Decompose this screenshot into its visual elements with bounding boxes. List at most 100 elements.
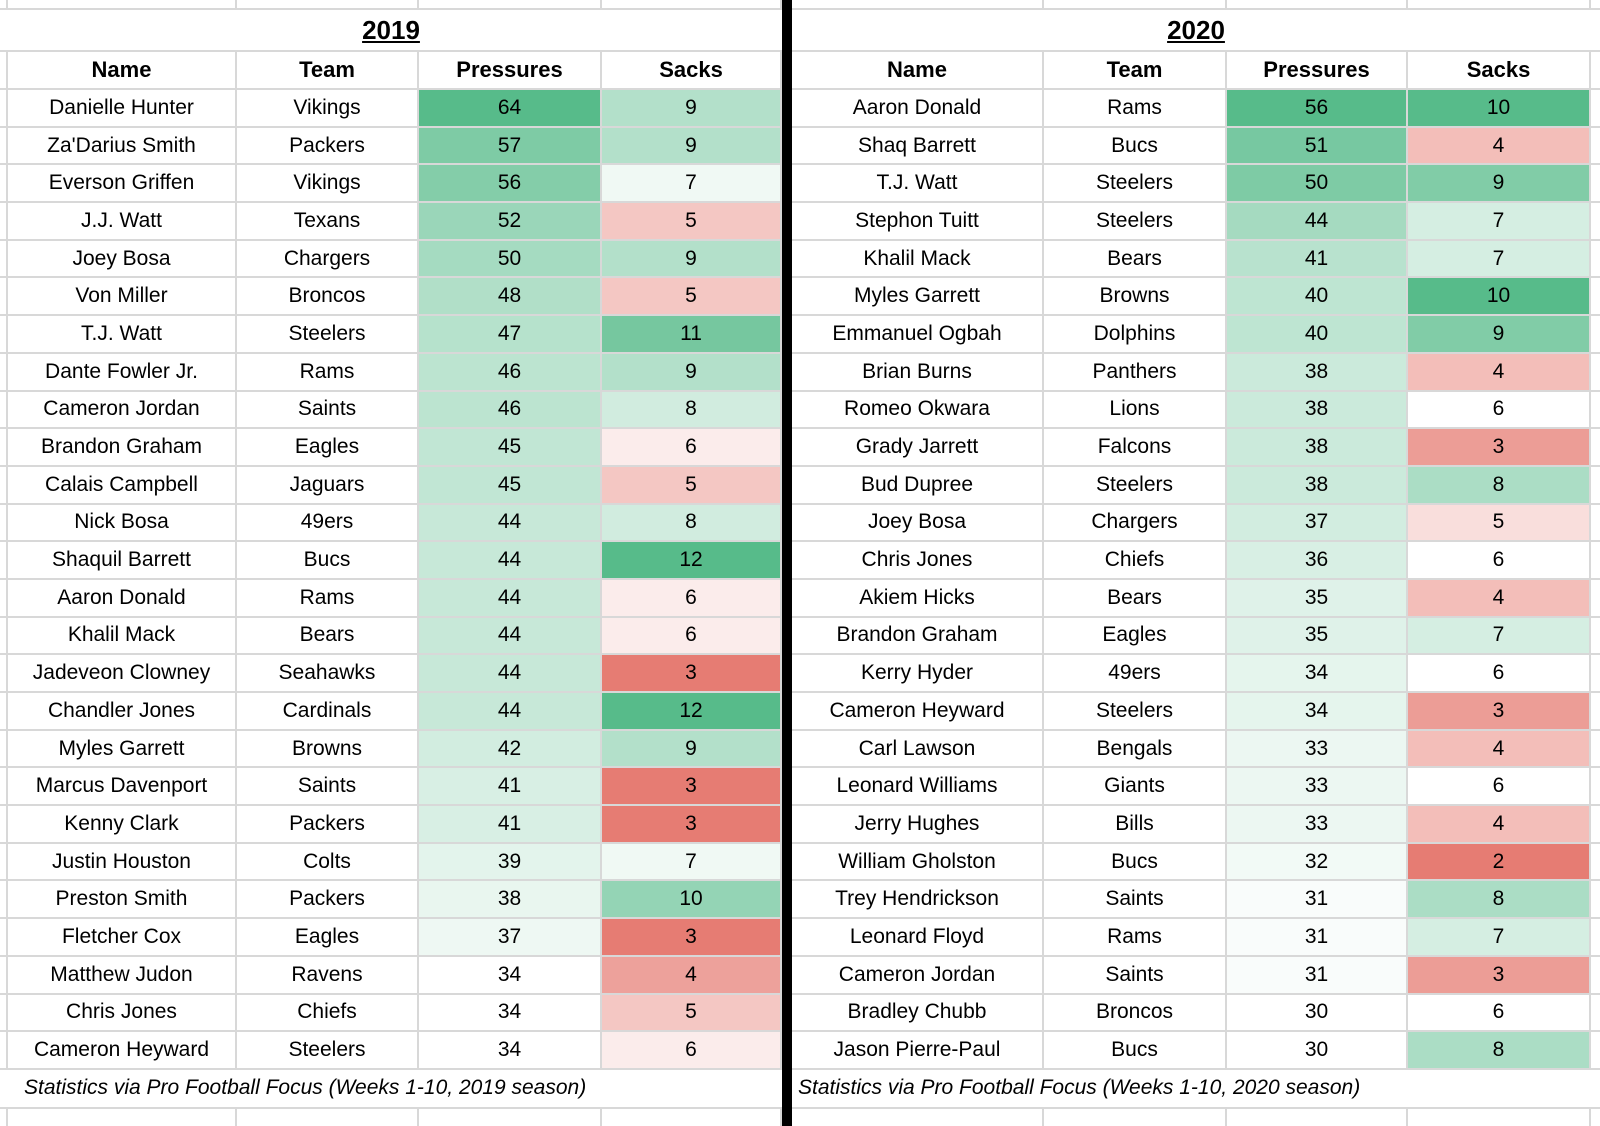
- cell-player-name[interactable]: Emmanuel Ogbah: [792, 316, 1044, 354]
- cell-pressures[interactable]: 64: [419, 90, 602, 128]
- cell-player-name[interactable]: Khalil Mack: [8, 617, 237, 656]
- cell-pressures[interactable]: 31: [1227, 919, 1408, 957]
- cell-player-name[interactable]: Aaron Donald: [792, 90, 1044, 128]
- cell-team[interactable]: Chiefs: [1044, 542, 1227, 580]
- cell-player-name[interactable]: Matthew Judon: [8, 956, 237, 995]
- cell-player-name[interactable]: Bud Dupree: [792, 466, 1044, 505]
- cell-player-name[interactable]: Za'Darius Smith: [8, 127, 237, 166]
- cell-team[interactable]: Saints: [1044, 956, 1227, 995]
- cell-pressures[interactable]: 48: [419, 278, 602, 317]
- cell-player-name[interactable]: Shaquil Barrett: [8, 542, 237, 580]
- cell-player-name[interactable]: Trey Hendrickson: [792, 881, 1044, 920]
- cell-pressures[interactable]: 38: [419, 881, 602, 920]
- cell-player-name[interactable]: Myles Garrett: [8, 730, 237, 769]
- cell-pressures[interactable]: 38: [1227, 353, 1408, 392]
- cell-player-name[interactable]: Brandon Graham: [8, 429, 237, 467]
- cell-player-name[interactable]: Von Miller: [8, 278, 237, 317]
- cell-pressures[interactable]: 50: [419, 240, 602, 279]
- cell-team[interactable]: Packers: [237, 806, 419, 844]
- cell-player-name[interactable]: Jerry Hughes: [792, 806, 1044, 844]
- cell-player-name[interactable]: Jadeveon Clowney: [8, 655, 237, 693]
- cell-pressures[interactable]: 34: [419, 1032, 602, 1070]
- cell-team[interactable]: Packers: [237, 881, 419, 920]
- cell-sacks[interactable]: 6: [1408, 391, 1591, 430]
- cell-pressures[interactable]: 36: [1227, 542, 1408, 580]
- cell-sacks[interactable]: 7: [1408, 240, 1591, 279]
- cell-sacks[interactable]: 8: [1408, 881, 1591, 920]
- cell-team[interactable]: Vikings: [237, 90, 419, 128]
- column-header-pressures[interactable]: Pressures: [419, 52, 602, 90]
- cell-player-name[interactable]: Joey Bosa: [792, 504, 1044, 543]
- cell-sacks[interactable]: 9: [602, 127, 782, 166]
- cell-sacks[interactable]: 6: [602, 617, 782, 656]
- cell-pressures[interactable]: 35: [1227, 617, 1408, 656]
- cell-player-name[interactable]: Chris Jones: [8, 994, 237, 1033]
- column-header-team[interactable]: Team: [1044, 52, 1227, 90]
- cell-sacks[interactable]: 4: [602, 956, 782, 995]
- cell-team[interactable]: 49ers: [237, 504, 419, 543]
- cell-pressures[interactable]: 44: [419, 693, 602, 731]
- cell-team[interactable]: Rams: [237, 353, 419, 392]
- cell-sacks[interactable]: 4: [1408, 806, 1591, 844]
- cell-team[interactable]: Steelers: [1044, 165, 1227, 204]
- cell-team[interactable]: 49ers: [1044, 655, 1227, 693]
- cell-pressures[interactable]: 42: [419, 730, 602, 769]
- cell-player-name[interactable]: Myles Garrett: [792, 278, 1044, 317]
- cell-sacks[interactable]: 11: [602, 316, 782, 354]
- cell-team[interactable]: Chargers: [237, 240, 419, 279]
- cell-pressures[interactable]: 40: [1227, 278, 1408, 317]
- cell-player-name[interactable]: Fletcher Cox: [8, 919, 237, 957]
- cell-pressures[interactable]: 52: [419, 203, 602, 241]
- cell-pressures[interactable]: 38: [1227, 391, 1408, 430]
- cell-team[interactable]: Texans: [237, 203, 419, 241]
- cell-player-name[interactable]: Cameron Heyward: [792, 693, 1044, 731]
- cell-player-name[interactable]: Leonard Williams: [792, 768, 1044, 807]
- cell-sacks[interactable]: 3: [602, 655, 782, 693]
- cell-sacks[interactable]: 6: [602, 1032, 782, 1070]
- cell-sacks[interactable]: 3: [602, 919, 782, 957]
- cell-sacks[interactable]: 2: [1408, 843, 1591, 882]
- cell-sacks[interactable]: 9: [602, 353, 782, 392]
- cell-sacks[interactable]: 8: [602, 391, 782, 430]
- cell-sacks[interactable]: 4: [1408, 730, 1591, 769]
- cell-player-name[interactable]: Danielle Hunter: [8, 90, 237, 128]
- cell-player-name[interactable]: J.J. Watt: [8, 203, 237, 241]
- cell-team[interactable]: Chargers: [1044, 504, 1227, 543]
- cell-sacks[interactable]: 9: [602, 730, 782, 769]
- cell-pressures[interactable]: 45: [419, 429, 602, 467]
- cell-team[interactable]: Eagles: [1044, 617, 1227, 656]
- cell-team[interactable]: Bucs: [1044, 127, 1227, 166]
- cell-sacks[interactable]: 12: [602, 542, 782, 580]
- cell-pressures[interactable]: 57: [419, 127, 602, 166]
- cell-team[interactable]: Saints: [237, 768, 419, 807]
- cell-sacks[interactable]: 7: [1408, 919, 1591, 957]
- cell-pressures[interactable]: 37: [419, 919, 602, 957]
- cell-pressures[interactable]: 46: [419, 353, 602, 392]
- cell-team[interactable]: Jaguars: [237, 466, 419, 505]
- cell-pressures[interactable]: 30: [1227, 994, 1408, 1033]
- cell-player-name[interactable]: Everson Griffen: [8, 165, 237, 204]
- cell-sacks[interactable]: 9: [602, 240, 782, 279]
- cell-pressures[interactable]: 44: [419, 579, 602, 618]
- cell-player-name[interactable]: Akiem Hicks: [792, 579, 1044, 618]
- cell-pressures[interactable]: 34: [419, 956, 602, 995]
- cell-team[interactable]: Steelers: [237, 1032, 419, 1070]
- cell-player-name[interactable]: Justin Houston: [8, 843, 237, 882]
- cell-team[interactable]: Giants: [1044, 768, 1227, 807]
- cell-team[interactable]: Bucs: [1044, 1032, 1227, 1070]
- cell-player-name[interactable]: Brandon Graham: [792, 617, 1044, 656]
- cell-player-name[interactable]: Kerry Hyder: [792, 655, 1044, 693]
- cell-sacks[interactable]: 4: [1408, 579, 1591, 618]
- cell-pressures[interactable]: 44: [419, 542, 602, 580]
- cell-team[interactable]: Broncos: [237, 278, 419, 317]
- cell-pressures[interactable]: 34: [419, 994, 602, 1033]
- cell-player-name[interactable]: T.J. Watt: [8, 316, 237, 354]
- cell-sacks[interactable]: 6: [1408, 994, 1591, 1033]
- cell-team[interactable]: Rams: [237, 579, 419, 618]
- cell-pressures[interactable]: 30: [1227, 1032, 1408, 1070]
- cell-sacks[interactable]: 9: [1408, 316, 1591, 354]
- cell-team[interactable]: Rams: [1044, 919, 1227, 957]
- cell-pressures[interactable]: 44: [419, 655, 602, 693]
- cell-team[interactable]: Steelers: [1044, 203, 1227, 241]
- cell-pressures[interactable]: 33: [1227, 806, 1408, 844]
